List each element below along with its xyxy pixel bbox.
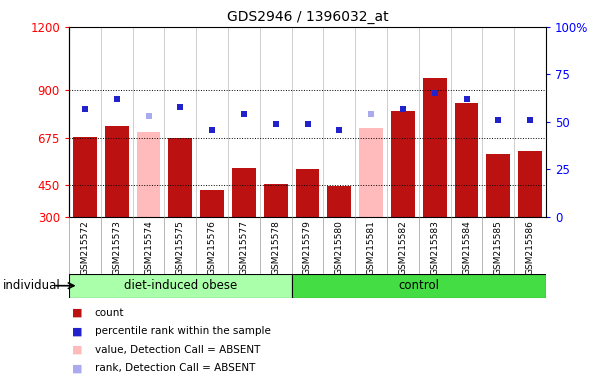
Text: GSM215582: GSM215582 bbox=[398, 220, 407, 275]
Text: ■: ■ bbox=[72, 363, 83, 373]
Text: ■: ■ bbox=[72, 308, 83, 318]
Text: GSM215578: GSM215578 bbox=[271, 220, 280, 275]
Text: GSM215583: GSM215583 bbox=[430, 220, 439, 275]
Text: GSM215577: GSM215577 bbox=[239, 220, 248, 275]
Bar bbox=[423, 78, 446, 217]
Text: GSM215585: GSM215585 bbox=[494, 220, 503, 275]
Bar bbox=[391, 111, 415, 217]
Bar bbox=[200, 190, 224, 217]
Bar bbox=[105, 126, 128, 217]
Bar bbox=[69, 274, 292, 298]
Bar bbox=[328, 186, 351, 217]
Text: GSM215586: GSM215586 bbox=[526, 220, 535, 275]
Bar bbox=[359, 128, 383, 217]
Text: count: count bbox=[95, 308, 124, 318]
Text: GSM215572: GSM215572 bbox=[80, 220, 89, 275]
Bar bbox=[169, 138, 192, 217]
Bar bbox=[487, 154, 510, 217]
Bar bbox=[455, 103, 478, 217]
Text: GSM215584: GSM215584 bbox=[462, 220, 471, 275]
Bar bbox=[264, 184, 287, 217]
Text: rank, Detection Call = ABSENT: rank, Detection Call = ABSENT bbox=[95, 363, 255, 373]
Bar bbox=[73, 137, 97, 217]
Bar bbox=[518, 152, 542, 217]
Text: diet-induced obese: diet-induced obese bbox=[124, 279, 237, 292]
Text: percentile rank within the sample: percentile rank within the sample bbox=[95, 326, 271, 336]
Text: GSM215580: GSM215580 bbox=[335, 220, 344, 275]
Title: GDS2946 / 1396032_at: GDS2946 / 1396032_at bbox=[227, 10, 388, 25]
Text: GSM215575: GSM215575 bbox=[176, 220, 185, 275]
Bar bbox=[292, 274, 546, 298]
Text: individual: individual bbox=[3, 279, 61, 292]
Text: control: control bbox=[398, 279, 439, 292]
Text: value, Detection Call = ABSENT: value, Detection Call = ABSENT bbox=[95, 345, 260, 355]
Bar bbox=[296, 169, 319, 217]
Text: GSM215574: GSM215574 bbox=[144, 220, 153, 275]
Text: ■: ■ bbox=[72, 326, 83, 336]
Text: GSM215573: GSM215573 bbox=[112, 220, 121, 275]
Text: GSM215579: GSM215579 bbox=[303, 220, 312, 275]
Bar bbox=[232, 169, 256, 217]
Text: GSM215576: GSM215576 bbox=[208, 220, 217, 275]
Text: ■: ■ bbox=[72, 345, 83, 355]
Bar bbox=[137, 132, 160, 217]
Text: GSM215581: GSM215581 bbox=[367, 220, 376, 275]
